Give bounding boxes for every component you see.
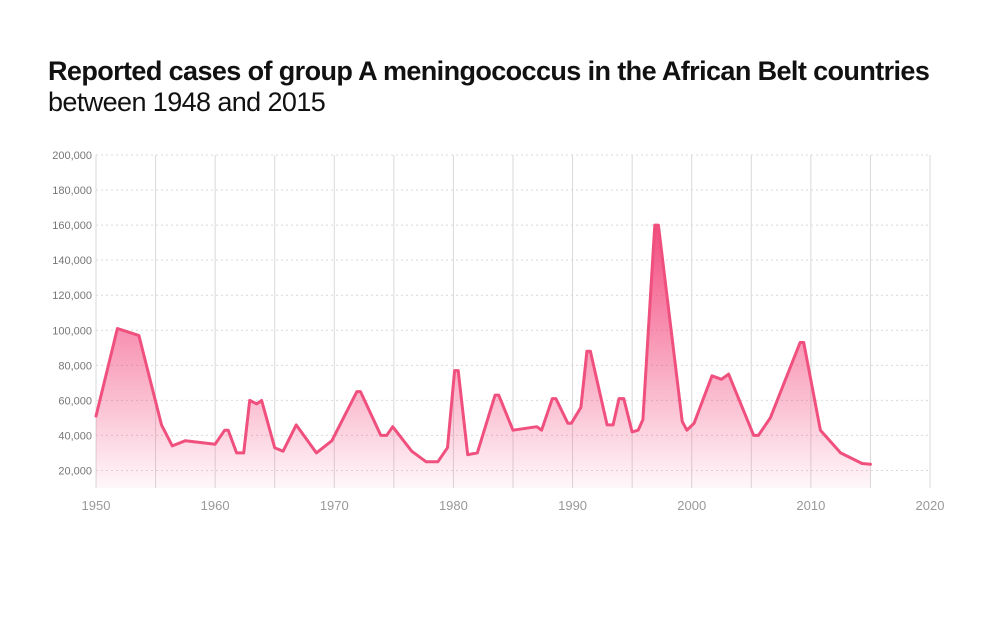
y-tick-label: 80,000	[58, 360, 92, 372]
series-line	[94, 223, 872, 466]
data-point	[466, 453, 469, 456]
data-point	[710, 374, 713, 377]
data-point	[214, 443, 217, 446]
data-point	[436, 460, 439, 463]
data-point	[566, 422, 569, 425]
data-point	[391, 425, 394, 428]
y-tick-label: 40,000	[58, 430, 92, 442]
data-point	[720, 378, 723, 381]
data-point	[869, 463, 872, 466]
data-point	[622, 397, 625, 400]
chart-subtitle: between 1948 and 2015	[48, 87, 326, 117]
y-tick-label: 200,000	[52, 150, 92, 162]
x-tick-label: 2010	[796, 498, 825, 513]
data-point	[116, 327, 119, 330]
y-tick-label: 20,000	[58, 465, 92, 477]
chart-title: Reported cases of group A meningococcus …	[48, 56, 930, 86]
data-point	[385, 434, 388, 437]
data-point	[799, 341, 802, 344]
x-tick-label: 1950	[82, 498, 111, 513]
data-point	[446, 446, 449, 449]
data-point	[685, 429, 688, 432]
data-point	[260, 399, 263, 402]
data-point	[618, 397, 621, 400]
data-point	[494, 394, 497, 397]
y-tick-label: 140,000	[52, 255, 92, 267]
data-point	[802, 341, 805, 344]
data-point	[359, 390, 362, 393]
data-point	[861, 462, 864, 465]
series-area	[96, 225, 871, 488]
data-point	[453, 369, 456, 372]
data-point	[727, 373, 730, 376]
data-point	[681, 420, 684, 423]
data-point	[476, 451, 479, 454]
data-point	[379, 434, 382, 437]
data-point	[227, 429, 230, 432]
data-point	[242, 451, 245, 454]
data-point	[839, 451, 842, 454]
data-point	[137, 334, 140, 337]
data-point	[457, 369, 460, 372]
data-point	[585, 350, 588, 353]
data-point	[637, 429, 640, 432]
y-tick-label: 120,000	[52, 290, 92, 302]
data-point	[589, 350, 592, 353]
data-point	[757, 434, 760, 437]
data-point	[95, 415, 98, 418]
data-point	[612, 423, 615, 426]
x-tick-label: 1970	[320, 498, 349, 513]
data-point	[653, 224, 656, 227]
data-point	[512, 429, 515, 432]
data-point	[223, 429, 226, 432]
data-point	[355, 390, 358, 393]
data-point	[606, 423, 609, 426]
x-tick-label: 1960	[201, 498, 230, 513]
data-point	[554, 397, 557, 400]
data-point	[248, 399, 251, 402]
x-axis: 1950 1960 1970 1980 1990 2000 2010 2020	[82, 498, 945, 513]
data-point	[693, 422, 696, 425]
data-point	[171, 444, 174, 447]
data-point	[295, 423, 298, 426]
y-axis: 20,000 40,000 60,000 80,000 100,000 120,000 14…	[52, 150, 92, 477]
data-point	[235, 451, 238, 454]
data-point	[657, 224, 660, 227]
data-point	[410, 450, 413, 453]
data-point	[255, 402, 258, 405]
y-tick-label: 100,000	[52, 325, 92, 337]
y-tick-label: 180,000	[52, 185, 92, 197]
x-tick-label: 2000	[677, 498, 706, 513]
x-tick-label: 1990	[558, 498, 587, 513]
x-tick-label: 1980	[439, 498, 468, 513]
data-point	[425, 460, 428, 463]
data-point	[551, 397, 554, 400]
y-tick-label: 60,000	[58, 395, 92, 407]
data-point	[184, 439, 187, 442]
data-point	[282, 450, 285, 453]
data-point	[641, 418, 644, 421]
data-point	[769, 416, 772, 419]
data-point	[273, 446, 276, 449]
data-point	[160, 423, 163, 426]
data-point	[315, 451, 318, 454]
y-tick-label: 160,000	[52, 220, 92, 232]
x-tick-label: 2020	[916, 498, 945, 513]
data-point	[497, 394, 500, 397]
data-point	[579, 406, 582, 409]
data-point	[330, 439, 333, 442]
data-point	[631, 430, 634, 433]
data-point	[752, 434, 755, 437]
data-point	[819, 429, 822, 432]
data-point	[535, 425, 538, 428]
data-point	[570, 422, 573, 425]
data-point	[540, 429, 543, 432]
